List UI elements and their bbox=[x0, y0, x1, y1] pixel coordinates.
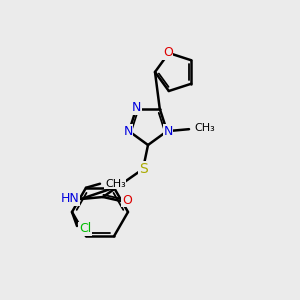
Text: CH₃: CH₃ bbox=[194, 123, 215, 133]
Text: N: N bbox=[123, 125, 133, 138]
Text: Cl: Cl bbox=[79, 223, 91, 236]
Text: N: N bbox=[163, 125, 173, 138]
Text: O: O bbox=[163, 46, 173, 59]
Text: N: N bbox=[132, 101, 141, 114]
Text: HN: HN bbox=[60, 193, 79, 206]
Text: CH₃: CH₃ bbox=[105, 179, 126, 189]
Text: S: S bbox=[139, 162, 147, 176]
Text: O: O bbox=[122, 194, 132, 206]
